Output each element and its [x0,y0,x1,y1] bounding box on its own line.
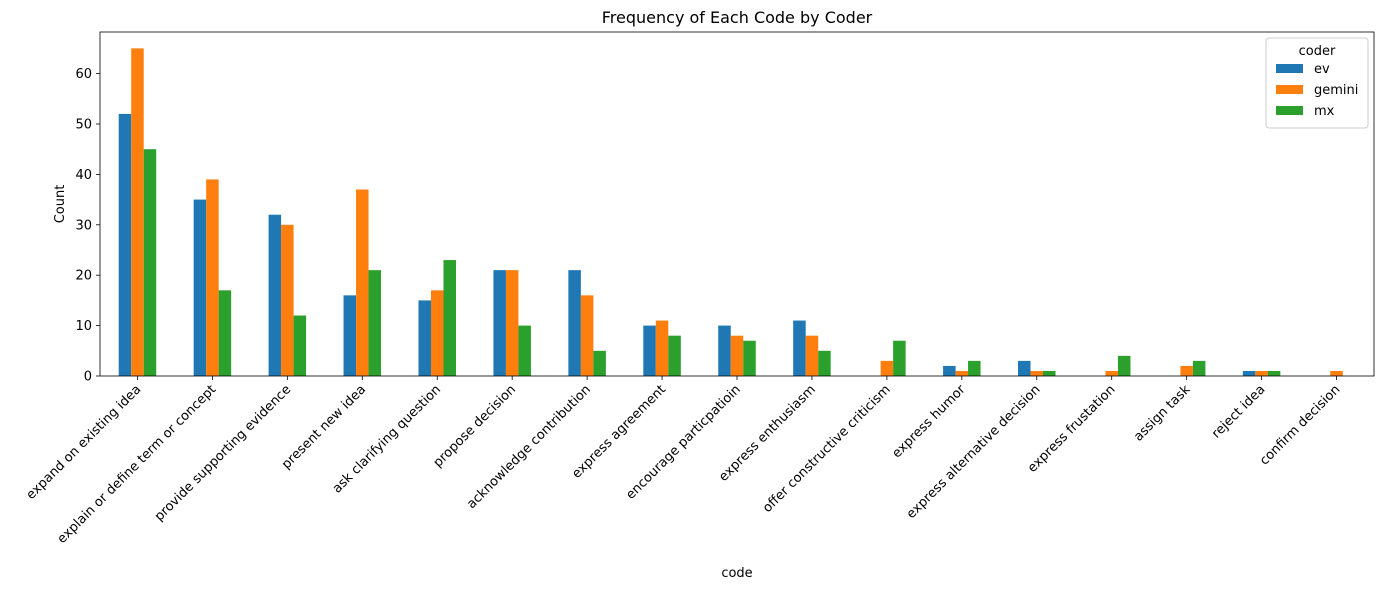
chart-title: Frequency of Each Code by Coder [602,8,873,27]
bar-ev-1 [193,199,207,376]
legend-swatch-ev [1276,64,1303,73]
bar-mx-15 [1267,370,1281,376]
bar-ev-7 [643,325,656,376]
bar-gemini-11 [955,370,969,376]
bar-gemini-12 [1030,370,1044,376]
y-tick-label: 60 [75,67,92,82]
y-axis-ticks: 0 10 20 30 40 50 60 [75,67,100,385]
bar-ev-15 [1242,370,1256,376]
y-axis-label: Count [53,185,68,224]
x-axis-label: code [721,566,752,581]
bar-gemini-6 [580,295,594,376]
x-tick-label: acknowledge contribution [464,382,594,512]
y-tick-label: 10 [75,319,92,334]
x-tick-label: explain or define term or concept [55,382,220,547]
bar-ev-3 [343,295,357,376]
bar-ev-4 [418,300,431,376]
bar-ev-8 [718,325,731,376]
bar-gemini-9 [805,335,819,376]
bar-gemini-0 [131,48,144,376]
bar-ev-12 [1018,360,1031,376]
legend-box [1265,37,1369,129]
bar-mx-8 [743,340,756,376]
bar-gemini-13 [1105,370,1118,376]
bar-mx-11 [968,360,981,376]
y-tick-label: 0 [84,370,92,385]
bar-mx-7 [668,335,681,376]
legend-swatch-mx [1276,106,1303,115]
legend-title: coder [1299,44,1336,59]
bar-mx-6 [593,350,606,376]
bar-ev-6 [568,270,581,376]
bar-gemini-5 [505,270,519,376]
y-tick-label: 30 [75,218,92,233]
bar-ev-9 [793,320,806,376]
bar-mx-5 [518,325,531,376]
bar-gemini-1 [206,179,219,376]
bar-gemini-16 [1330,370,1343,376]
x-tick-label: assign task [1131,382,1194,445]
x-tick-label: confirm decision [1257,382,1343,468]
legend-label-ev: ev [1314,62,1330,77]
bar-mx-10 [893,340,906,376]
bar-mx-13 [1117,355,1131,376]
bar-gemini-8 [730,335,744,376]
legend-label-mx: mx [1314,104,1335,119]
x-tick-label: propose decision [431,382,519,470]
bar-mx-0 [143,149,157,376]
legend-items: ev gemini mx [1276,62,1358,119]
bar-mx-3 [368,270,382,376]
x-tick-label: reject idea [1209,382,1268,441]
bar-mx-9 [818,350,831,376]
bar-gemini-15 [1255,370,1268,376]
bars-group [118,48,1343,377]
legend-label-gemini: gemini [1314,83,1358,98]
y-tick-label: 20 [75,269,92,284]
plot-frame [99,31,1375,377]
bar-mx-1 [218,290,232,376]
bar-gemini-10 [880,360,894,376]
bar-gemini-2 [281,224,294,376]
bar-mx-14 [1192,360,1206,376]
bar-ev-0 [118,113,132,377]
bar-mx-4 [443,260,456,376]
bar-gemini-7 [655,320,669,376]
bar-ev-11 [943,365,956,376]
bar-gemini-3 [356,189,369,376]
bar-gemini-4 [430,290,444,376]
x-tick-label: express alternative decision [904,382,1044,522]
x-tick-label: express humor [890,382,970,462]
y-tick-label: 50 [75,117,92,132]
bar-ev-5 [493,270,506,376]
bar-mx-12 [1043,370,1056,376]
legend-swatch-gemini [1276,85,1303,94]
legend: coder ev gemini mx [1265,37,1369,129]
x-tick-label: provide supporting evidence [152,382,294,524]
bar-ev-2 [268,214,282,376]
y-tick-label: 40 [75,168,92,183]
bar-mx-2 [293,315,307,376]
bar-gemini-14 [1180,365,1193,376]
x-tick-label: offer constructive criticism [760,382,894,516]
